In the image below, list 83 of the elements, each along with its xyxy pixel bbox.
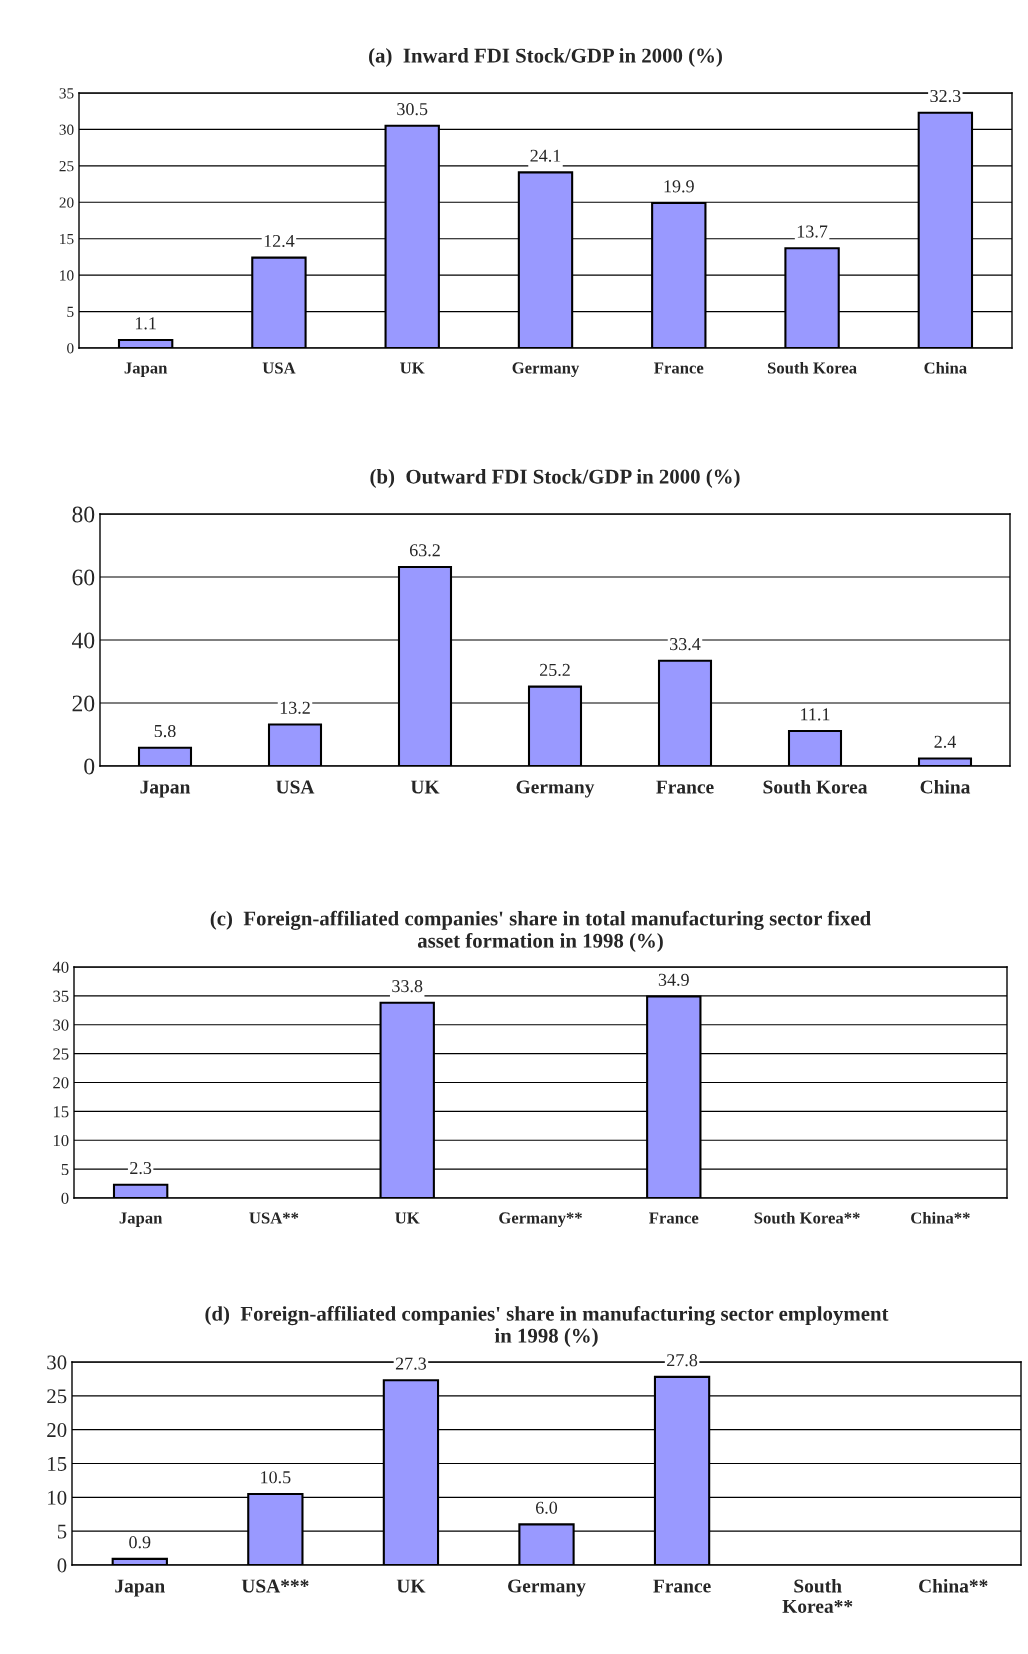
- y-tick-label: 10: [48, 1490, 67, 1505]
- data-label: 2.4: [934, 735, 956, 748]
- x-tick-label: USA: [276, 780, 315, 794]
- data-label: 32.3: [930, 89, 961, 103]
- x-tick-label: China: [924, 361, 967, 374]
- data-label: 1.1: [135, 317, 156, 330]
- data-label: 13.7: [797, 225, 828, 238]
- x-tick-label: UK: [395, 1212, 420, 1224]
- data-label: 63.2: [409, 544, 440, 557]
- y-tick-label: 20: [72, 695, 95, 712]
- x-tick-label: Japan: [124, 362, 168, 377]
- x-tick-label: China: [920, 779, 971, 794]
- x-tick-label: USA***: [241, 1579, 309, 1593]
- x-tick-label: UK: [400, 362, 425, 374]
- data-label: 0.9: [129, 1536, 151, 1549]
- y-tick-label: 35: [53, 990, 69, 1002]
- y-tick-label: 5: [61, 1163, 69, 1176]
- y-tick-label: 10: [53, 1134, 69, 1147]
- data-label: 25.2: [539, 663, 570, 677]
- x-tick-label: USA**: [249, 1212, 299, 1224]
- y-tick-label: 15: [53, 1106, 69, 1118]
- chart-title: (c) Foreign-affiliated companies' share in total manufacturing sector fixed asset formation in 1998 (%): [210, 910, 871, 952]
- x-tick-label: France: [653, 1579, 711, 1593]
- y-tick-label: 25: [59, 161, 74, 172]
- y-tick-label: 35: [59, 88, 74, 99]
- data-label: 33.8: [392, 980, 423, 993]
- y-tick-label: 15: [48, 1456, 67, 1471]
- y-tick-label: 15: [60, 233, 74, 245]
- y-tick-label: 30: [59, 124, 74, 135]
- y-tick-label: 40: [52, 961, 69, 973]
- data-label: 6.0: [535, 1501, 558, 1514]
- data-label: 34.9: [658, 973, 689, 986]
- chart-title: (b) Outward FDI Stock/GDP in 2000 (%): [370, 468, 740, 488]
- data-label: 12.4: [264, 234, 295, 248]
- x-tick-label: South Korea: [767, 361, 857, 374]
- y-tick-label: 40: [71, 632, 95, 649]
- data-label: 19.9: [664, 180, 694, 193]
- x-tick-label: France: [656, 780, 714, 794]
- data-label: 30.5: [397, 102, 428, 116]
- y-tick-label: 20: [59, 197, 74, 208]
- y-tick-label: 30: [53, 1019, 69, 1031]
- x-tick-label: China**: [919, 1578, 988, 1593]
- y-tick-label: 0: [61, 1192, 69, 1204]
- data-label: 27.8: [667, 1354, 698, 1367]
- y-tick-label: 0: [57, 1558, 67, 1573]
- data-label: 5.8: [154, 724, 176, 738]
- x-tick-label: Japan: [140, 780, 191, 798]
- x-tick-label: South Korea**: [782, 1578, 853, 1613]
- y-tick-label: 25: [53, 1048, 69, 1060]
- x-tick-label: South Korea**: [754, 1211, 860, 1224]
- y-tick-label: 20: [47, 1423, 67, 1438]
- y-tick-label: 5: [67, 306, 74, 318]
- x-tick-label: Japan: [119, 1212, 163, 1227]
- data-label: 33.4: [670, 638, 701, 651]
- x-tick-label: Germany: [508, 1579, 586, 1597]
- x-tick-label: South Korea: [763, 779, 868, 794]
- x-tick-label: China**: [911, 1211, 970, 1224]
- y-tick-label: 25: [47, 1389, 67, 1404]
- x-tick-label: Japan: [115, 1579, 165, 1597]
- x-tick-label: France: [649, 1212, 699, 1224]
- x-tick-label: France: [654, 362, 704, 374]
- y-tick-label: 10: [60, 270, 74, 281]
- x-tick-label: UK: [396, 1579, 426, 1593]
- y-tick-label: 60: [72, 569, 95, 586]
- y-tick-label: 30: [47, 1355, 67, 1370]
- data-label: 27.3: [395, 1357, 427, 1370]
- y-tick-label: 5: [57, 1524, 67, 1539]
- data-label: 2.3: [130, 1161, 152, 1175]
- x-tick-label: Germany: [512, 362, 580, 377]
- x-tick-label: USA: [262, 362, 296, 374]
- x-tick-label: UK: [410, 780, 440, 794]
- y-tick-label: 0: [84, 758, 95, 775]
- data-label: 24.1: [530, 149, 561, 162]
- y-tick-label: 20: [53, 1077, 69, 1089]
- chart-title: (d) Foreign-affiliated companies' share in manufacturing sector employment in 1998 (%): [205, 1305, 889, 1347]
- x-tick-label: Germany**: [499, 1212, 582, 1227]
- x-tick-label: Germany: [516, 780, 595, 798]
- data-label: 10.5: [261, 1471, 291, 1484]
- chart-title: (a) Inward FDI Stock/GDP in 2000 (%): [369, 47, 722, 67]
- y-tick-label: 80: [72, 506, 95, 523]
- y-tick-label: 0: [67, 343, 74, 354]
- data-label: 13.2: [280, 701, 310, 714]
- data-label: 11.1: [801, 708, 830, 721]
